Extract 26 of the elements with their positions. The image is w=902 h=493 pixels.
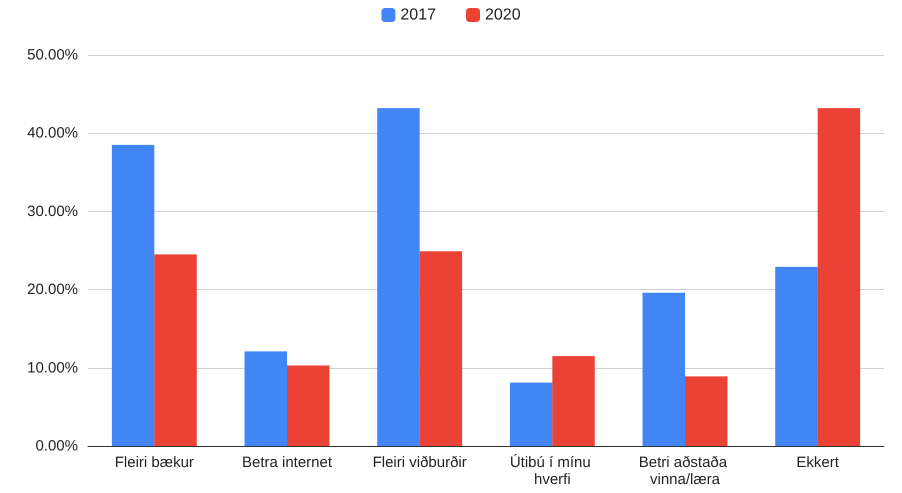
bar <box>818 108 860 446</box>
bar <box>377 108 420 446</box>
bar <box>642 292 685 446</box>
bar <box>775 266 818 446</box>
bar <box>552 356 595 446</box>
legend-label: 2017 <box>400 6 436 24</box>
y-tick-label: 20.00% <box>27 281 78 298</box>
bar <box>510 382 552 446</box>
y-tick-label: 40.00% <box>27 124 78 142</box>
bar <box>685 376 728 446</box>
bar <box>112 144 154 446</box>
bar <box>287 365 330 446</box>
bar <box>420 251 462 446</box>
y-tick-label: 30.00% <box>27 202 78 220</box>
x-tick-label: Ekkert <box>796 454 840 471</box>
x-tick-label: Betra internet <box>242 454 333 471</box>
legend-label: 2020 <box>485 6 521 24</box>
bar <box>154 254 197 446</box>
y-tick-label: 10.00% <box>27 359 78 376</box>
y-tick-label: 0.00% <box>35 438 78 454</box>
x-tick-label: Fleiri viðburðir <box>372 454 467 471</box>
x-tick-label: Fleiri bækur <box>114 454 194 471</box>
x-tick-label: Útibú í mínu hverfi <box>510 453 595 488</box>
bar <box>244 351 287 446</box>
y-tick-label: 50.00% <box>27 46 78 64</box>
x-tick-label: Betri aðstaða vinna/læra <box>638 454 732 488</box>
